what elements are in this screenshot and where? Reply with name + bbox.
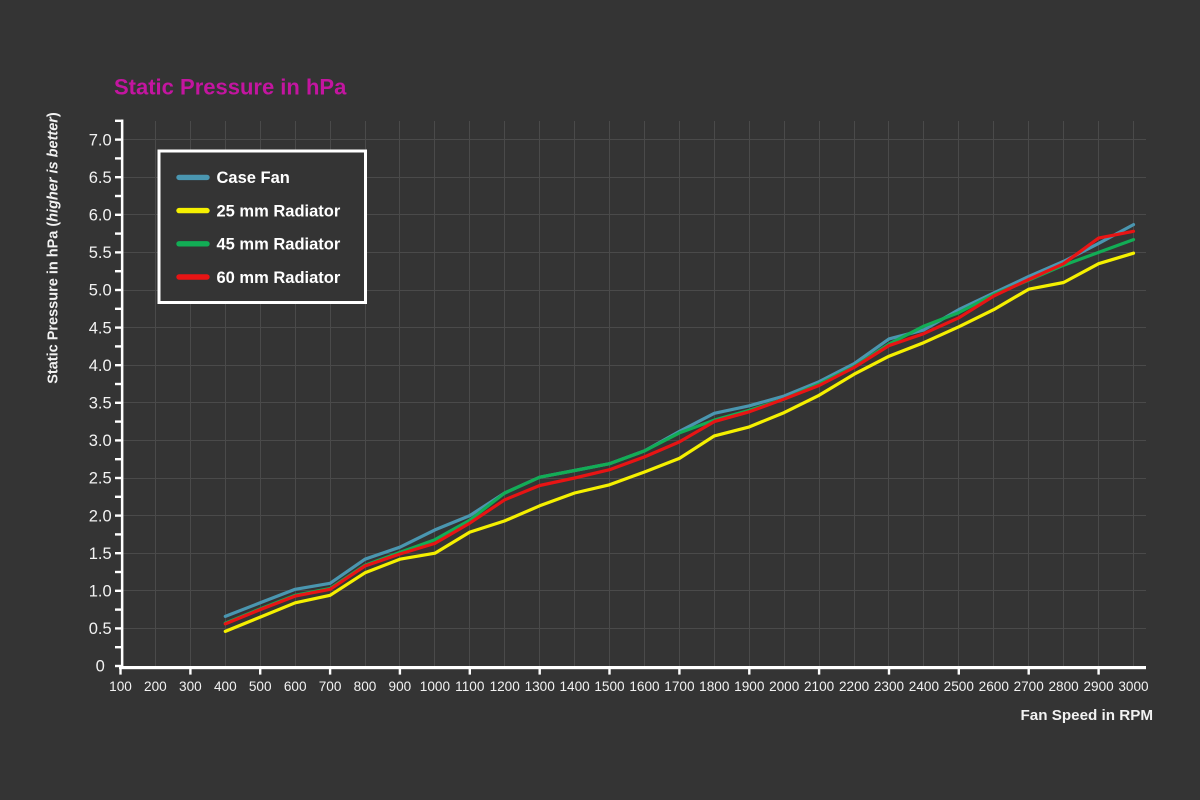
svg-text:0.5: 0.5 <box>89 620 112 638</box>
svg-text:2.5: 2.5 <box>89 470 112 488</box>
svg-text:2800: 2800 <box>1048 679 1079 694</box>
svg-text:Static Pressure in hPa (higher: Static Pressure in hPa (higher is better… <box>46 112 62 384</box>
svg-text:100: 100 <box>109 679 132 694</box>
svg-text:2400: 2400 <box>909 679 940 694</box>
svg-text:1200: 1200 <box>490 679 521 694</box>
svg-text:2.0: 2.0 <box>89 507 112 525</box>
svg-text:1.5: 1.5 <box>89 545 112 563</box>
svg-text:2600: 2600 <box>979 679 1010 694</box>
svg-text:500: 500 <box>249 679 272 694</box>
svg-text:4.5: 4.5 <box>89 319 112 337</box>
svg-text:400: 400 <box>214 679 237 694</box>
svg-text:1500: 1500 <box>594 679 625 694</box>
svg-text:1300: 1300 <box>525 679 556 694</box>
svg-text:2300: 2300 <box>874 679 905 694</box>
svg-text:60 mm Radiator: 60 mm Radiator <box>217 269 341 287</box>
svg-text:3000: 3000 <box>1118 679 1149 694</box>
svg-text:2100: 2100 <box>804 679 835 694</box>
svg-text:200: 200 <box>144 679 167 694</box>
svg-text:6.0: 6.0 <box>89 207 112 225</box>
svg-text:Static Pressure in hPa: Static Pressure in hPa <box>114 75 347 100</box>
svg-text:5.0: 5.0 <box>89 282 112 300</box>
svg-text:1000: 1000 <box>420 679 451 694</box>
svg-text:Fan Speed in RPM: Fan Speed in RPM <box>1021 707 1153 724</box>
svg-text:2700: 2700 <box>1014 679 1045 694</box>
svg-text:1.0: 1.0 <box>89 583 112 601</box>
svg-text:600: 600 <box>284 679 307 694</box>
svg-text:2200: 2200 <box>839 679 870 694</box>
svg-text:45 mm Radiator: 45 mm Radiator <box>217 236 341 254</box>
svg-text:1800: 1800 <box>699 679 730 694</box>
svg-text:Case Fan: Case Fan <box>217 169 290 187</box>
svg-text:5.5: 5.5 <box>89 244 112 262</box>
svg-text:3.5: 3.5 <box>89 395 112 413</box>
svg-text:1900: 1900 <box>734 679 765 694</box>
svg-text:4.0: 4.0 <box>89 357 112 375</box>
svg-text:2900: 2900 <box>1083 679 1114 694</box>
svg-text:3.0: 3.0 <box>89 432 112 450</box>
svg-text:700: 700 <box>319 679 342 694</box>
svg-text:1600: 1600 <box>629 679 660 694</box>
svg-text:2500: 2500 <box>944 679 975 694</box>
svg-text:800: 800 <box>354 679 377 694</box>
svg-text:25 mm Radiator: 25 mm Radiator <box>217 202 341 220</box>
svg-text:300: 300 <box>179 679 202 694</box>
svg-text:0: 0 <box>96 658 105 676</box>
svg-text:6.5: 6.5 <box>89 169 112 187</box>
svg-text:900: 900 <box>389 679 412 694</box>
svg-text:1700: 1700 <box>664 679 695 694</box>
svg-text:1400: 1400 <box>559 679 590 694</box>
svg-text:2000: 2000 <box>769 679 800 694</box>
svg-text:7.0: 7.0 <box>89 131 112 149</box>
svg-text:1100: 1100 <box>455 679 485 694</box>
